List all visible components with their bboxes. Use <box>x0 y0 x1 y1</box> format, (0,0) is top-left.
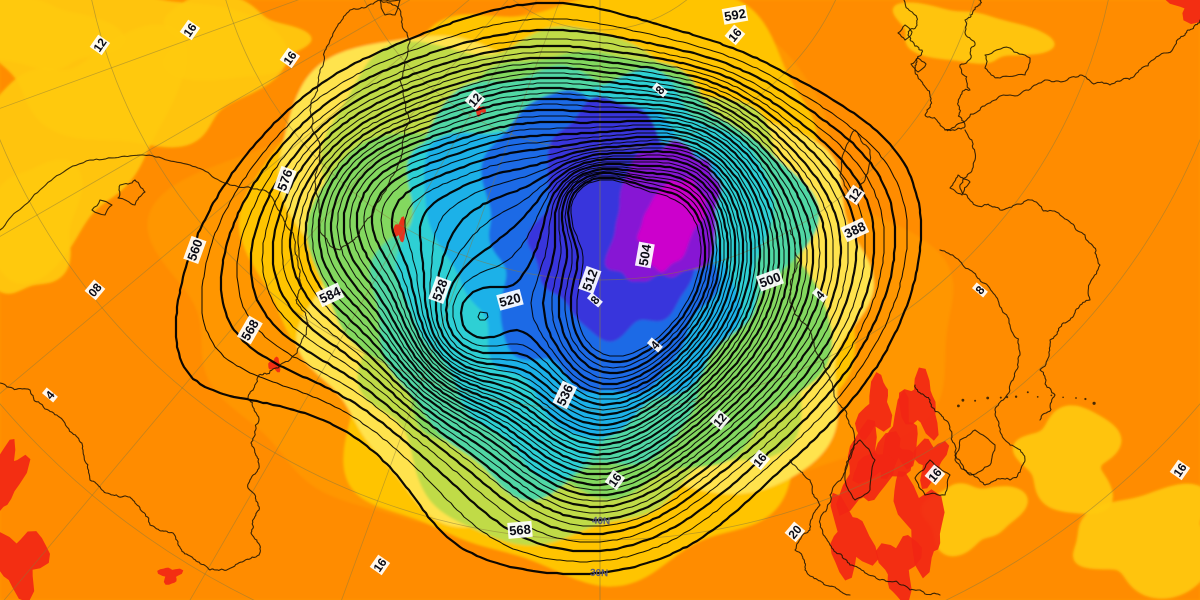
svg-text:40N: 40N <box>592 516 611 528</box>
svg-text:568: 568 <box>509 521 532 538</box>
svg-text:30N: 30N <box>590 568 609 580</box>
